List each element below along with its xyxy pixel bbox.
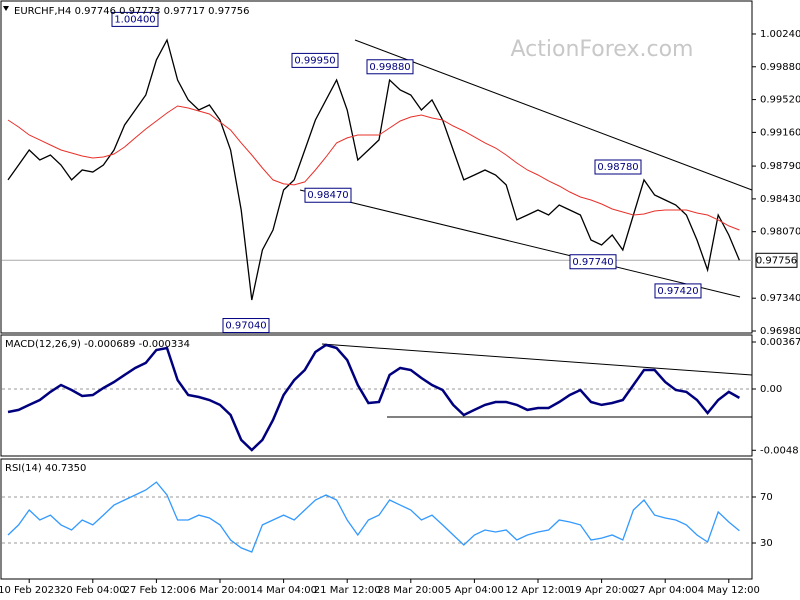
y-tick-label: 0.99520 (760, 95, 800, 106)
last-price-label: 0.97756 (756, 255, 797, 266)
series-line (7, 105, 740, 231)
trend-line (321, 343, 753, 376)
annotation-label: 0.97420 (657, 286, 698, 297)
annotation-label: 0.98470 (307, 190, 348, 201)
y-tick-label: 1.00240 (760, 29, 800, 40)
y-tick-label: 70 (760, 492, 773, 503)
x-tick-label: 4 May 12:00 (698, 585, 760, 596)
y-tick-label: 0.97340 (760, 293, 800, 304)
x-tick-label: 19 Apr 20:00 (569, 585, 634, 596)
y-tick-label: 0.98070 (760, 227, 800, 238)
y-tick-label: 0.96980 (760, 326, 800, 337)
y-tick-label: 0.99880 (760, 62, 800, 73)
y-tick-label: 30 (760, 538, 773, 549)
x-tick-label: 14 Mar 04:00 (250, 585, 317, 596)
x-tick-label: 6 Mar 20:00 (190, 585, 250, 596)
annotation-label: 0.97740 (572, 257, 613, 268)
panel-title: EURCHF,H4 0.97746 0.97773 0.97717 0.9775… (14, 6, 250, 17)
y-tick-label: 0.003679 (760, 337, 800, 348)
rsi-panel (0, 458, 753, 580)
annotation-box (569, 254, 617, 270)
panel-title: MACD(12,26,9) -0.000689 -0.000334 (5, 339, 190, 350)
watermark: ActionForex.com (511, 37, 694, 62)
y-tick-label: 0.99160 (760, 127, 800, 138)
annotation-box (304, 187, 352, 203)
annotation-label: 0.97040 (225, 321, 266, 332)
y-tick-label: 0.98790 (760, 161, 800, 172)
y-tick-label: -0.0048 (760, 445, 799, 456)
annotation-box (366, 59, 414, 75)
x-tick-label: 12 Apr 12:00 (505, 585, 570, 596)
annotation-box (291, 52, 339, 68)
x-tick-label: 5 Apr 04:00 (445, 585, 504, 596)
last-price-box (755, 252, 798, 268)
x-tick-label: 10 Feb 2023 (0, 585, 60, 596)
series-line (7, 343, 741, 452)
price-panel (0, 0, 753, 334)
y-tick-label: 0.00 (760, 384, 782, 395)
series-line (7, 481, 740, 553)
menu-icon (3, 6, 9, 11)
series-line (7, 38, 740, 301)
annotation-box (654, 283, 702, 299)
annotation-label: 0.98780 (597, 162, 638, 173)
annotation-box (222, 318, 270, 334)
y-tick-label: 0.98430 (760, 194, 800, 205)
x-tick-label: 28 Mar 20:00 (377, 585, 444, 596)
annotation-label: 0.99880 (369, 62, 410, 73)
annotation-box (111, 11, 159, 27)
x-tick-label: 21 Mar 12:00 (314, 585, 381, 596)
panel-title: RSI(14) 40.7350 (5, 463, 86, 474)
trend-line (354, 39, 753, 191)
x-tick-label: 27 Apr 04:00 (633, 585, 698, 596)
annotation-label: 1.00400 (114, 14, 155, 25)
macd-panel (0, 334, 753, 457)
annotation-box (594, 159, 642, 175)
x-tick-label: 27 Feb 12:00 (124, 585, 190, 596)
annotation-label: 0.99950 (294, 55, 335, 66)
trend-line (299, 189, 741, 298)
x-tick-label: 20 Feb 04:00 (60, 585, 126, 596)
